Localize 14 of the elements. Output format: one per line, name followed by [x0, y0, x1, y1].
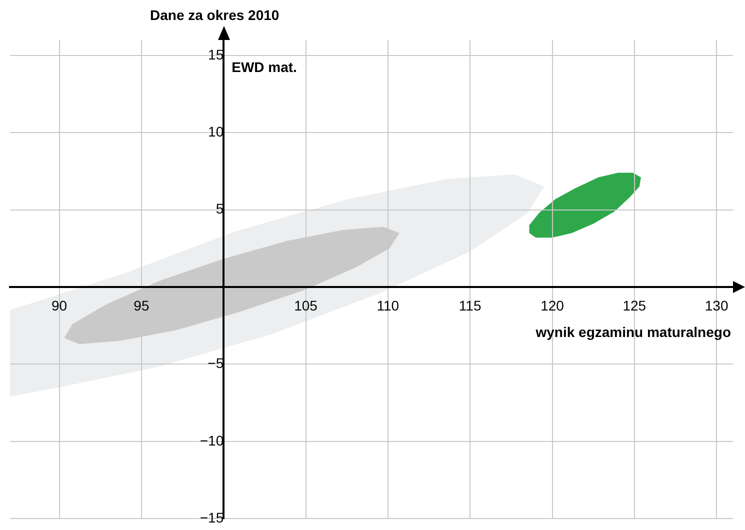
x-tick-label: 90 — [52, 297, 68, 314]
y-tick-label: 15 — [208, 46, 224, 62]
x-tick-label: 115 — [458, 297, 482, 314]
chart-title: Dane za okres 2010 — [150, 7, 280, 23]
x-tick-label: 130 — [704, 297, 728, 314]
y-tick-label: −5 — [208, 355, 224, 372]
x-tick-label: 105 — [294, 297, 318, 314]
y-tick-label: −15 — [200, 509, 224, 526]
x-axis-title: wynik egzaminu maturalnego — [534, 324, 731, 340]
x-tick-label: 95 — [134, 297, 150, 314]
x-tick-label: 110 — [376, 297, 400, 314]
x-tick-label: 120 — [540, 297, 564, 314]
x-tick-label: 125 — [622, 297, 646, 314]
y-axis-title: EWD mat. — [232, 59, 297, 75]
